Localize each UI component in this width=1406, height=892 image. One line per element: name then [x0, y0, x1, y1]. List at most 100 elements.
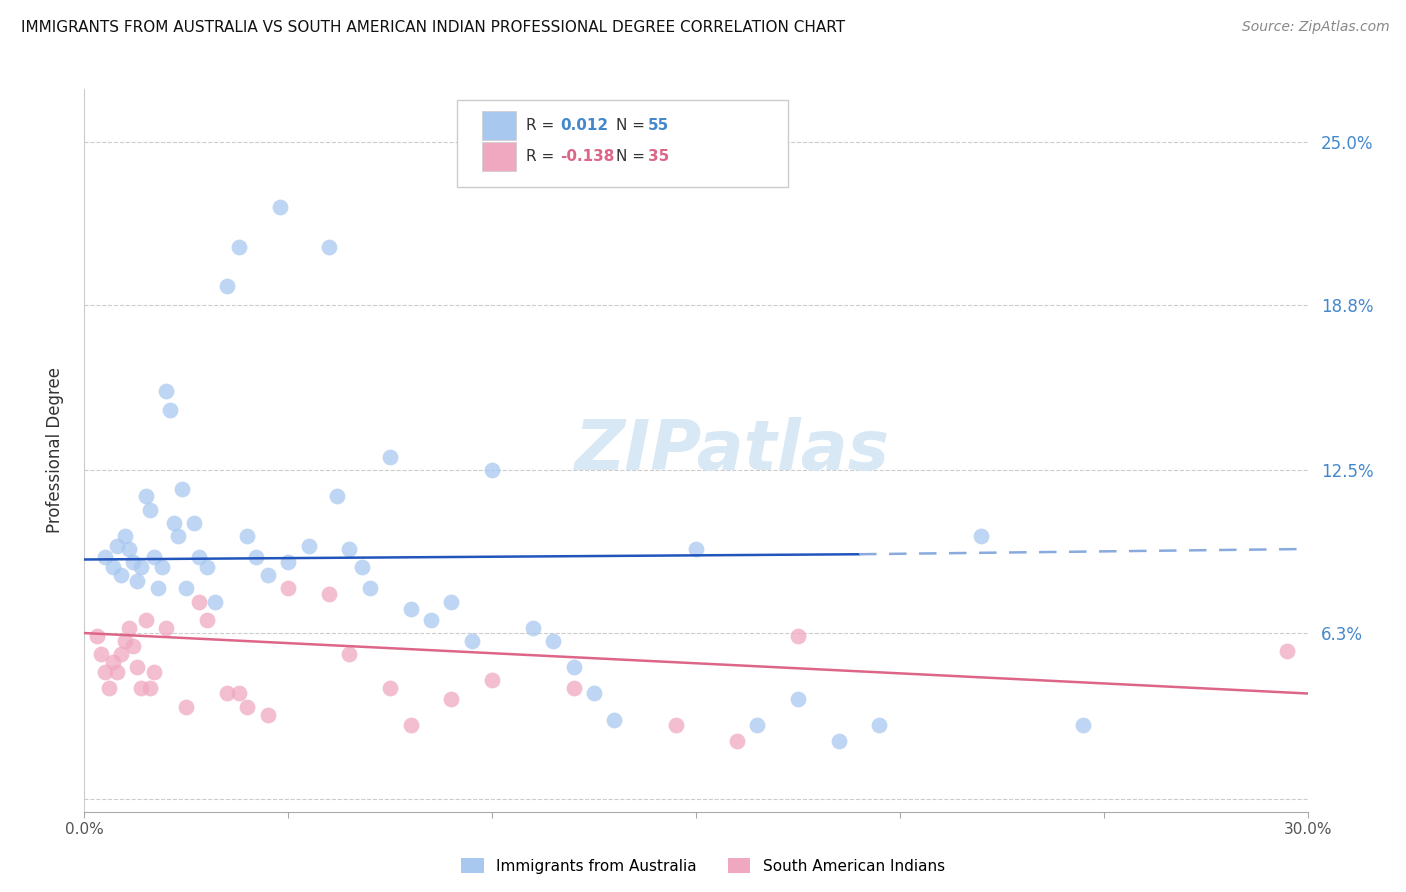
Point: [562, 660, 585, 674]
Point: [318, 240, 340, 254]
Point: [86, 629, 108, 643]
Point: [187, 549, 209, 564]
Point: [257, 568, 280, 582]
Point: [118, 541, 141, 556]
Point: [1277, 644, 1299, 658]
Point: [339, 647, 361, 661]
Point: [481, 463, 503, 477]
Point: [318, 587, 340, 601]
Point: [105, 665, 128, 680]
Point: [110, 568, 132, 582]
Point: [217, 686, 239, 700]
Point: [787, 691, 810, 706]
Point: [747, 718, 769, 732]
Point: [359, 582, 381, 596]
Point: [195, 613, 218, 627]
Point: [135, 490, 157, 504]
Point: [138, 502, 160, 516]
Point: [138, 681, 160, 696]
Point: [131, 560, 153, 574]
Point: [204, 594, 226, 608]
Point: [174, 699, 197, 714]
FancyBboxPatch shape: [482, 111, 516, 140]
Point: [122, 555, 145, 569]
Point: [114, 529, 136, 543]
Point: [228, 240, 250, 254]
Point: [155, 384, 177, 399]
Point: [970, 529, 993, 543]
Text: 0.012: 0.012: [560, 118, 609, 133]
Point: [380, 681, 402, 696]
Point: [298, 540, 321, 554]
Point: [339, 541, 361, 556]
Point: [245, 549, 267, 564]
Point: [399, 718, 422, 732]
Point: [159, 402, 181, 417]
Point: [1073, 718, 1095, 732]
Point: [195, 560, 218, 574]
Point: [187, 594, 209, 608]
Text: 55: 55: [648, 118, 669, 133]
Point: [142, 549, 165, 564]
Point: [440, 594, 463, 608]
Point: [420, 613, 443, 627]
Point: [155, 621, 177, 635]
Point: [869, 718, 891, 732]
Point: [127, 574, 149, 588]
Point: [440, 691, 463, 706]
Text: -0.138: -0.138: [560, 149, 614, 164]
Point: [326, 490, 349, 504]
Point: [399, 602, 422, 616]
Point: [101, 655, 124, 669]
Point: [522, 621, 544, 635]
Point: [114, 634, 136, 648]
Text: 35: 35: [648, 149, 669, 164]
Point: [725, 733, 748, 747]
Point: [828, 733, 851, 747]
Text: ZIPatlas: ZIPatlas: [575, 417, 890, 484]
Point: [97, 681, 120, 696]
Point: [603, 713, 626, 727]
Point: [236, 529, 259, 543]
Point: [163, 516, 186, 530]
Point: [131, 681, 153, 696]
Point: [217, 279, 239, 293]
Point: [543, 634, 565, 648]
Point: [562, 681, 585, 696]
Point: [110, 647, 132, 661]
Point: [118, 621, 141, 635]
Point: [150, 560, 173, 574]
Point: [174, 582, 197, 596]
Point: [93, 665, 115, 680]
Point: [101, 560, 124, 574]
Point: [236, 699, 259, 714]
Text: Source: ZipAtlas.com: Source: ZipAtlas.com: [1241, 20, 1389, 34]
Point: [228, 686, 250, 700]
FancyBboxPatch shape: [457, 100, 787, 186]
Point: [122, 639, 145, 653]
Text: R =: R =: [526, 118, 560, 133]
Point: [90, 647, 112, 661]
Point: [105, 540, 128, 554]
Point: [257, 707, 280, 722]
Text: R =: R =: [526, 149, 560, 164]
Point: [146, 582, 169, 596]
Point: [277, 555, 299, 569]
Point: [583, 686, 606, 700]
Legend: Immigrants from Australia, South American Indians: Immigrants from Australia, South America…: [456, 852, 950, 880]
Point: [350, 560, 373, 574]
Point: [269, 201, 291, 215]
Point: [787, 629, 810, 643]
Point: [183, 516, 205, 530]
Point: [685, 541, 707, 556]
FancyBboxPatch shape: [482, 142, 516, 171]
Point: [142, 665, 165, 680]
Text: N =: N =: [616, 149, 651, 164]
Point: [277, 582, 299, 596]
Point: [93, 549, 115, 564]
Point: [380, 450, 402, 464]
Point: [135, 613, 157, 627]
Point: [172, 482, 194, 496]
Y-axis label: Professional Degree: Professional Degree: [45, 368, 63, 533]
Text: N =: N =: [616, 118, 651, 133]
